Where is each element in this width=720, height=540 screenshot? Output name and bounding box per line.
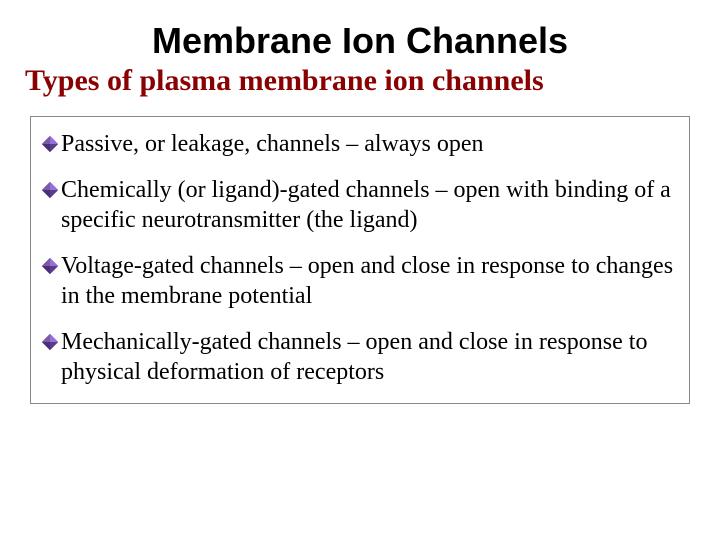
list-item: Chemically (or ligand)-gated channels – …: [41, 175, 679, 235]
bullet-text: Voltage-gated channels – open and close …: [61, 251, 679, 311]
list-item: Mechanically-gated channels – open and c…: [41, 327, 679, 387]
sub-title: Types of plasma membrane ion channels: [25, 64, 690, 98]
diamond-bullet-icon: [41, 333, 59, 351]
bullet-text: Mechanically-gated channels – open and c…: [61, 327, 679, 387]
diamond-bullet-icon: [41, 181, 59, 199]
diamond-bullet-icon: [41, 257, 59, 275]
bullet-text: Chemically (or ligand)-gated channels – …: [61, 175, 679, 235]
bullet-text: Passive, or leakage, channels – always o…: [61, 129, 679, 159]
main-title: Membrane Ion Channels: [30, 20, 690, 62]
list-item: Voltage-gated channels – open and close …: [41, 251, 679, 311]
diamond-bullet-icon: [41, 135, 59, 153]
slide-container: Membrane Ion Channels Types of plasma me…: [0, 0, 720, 540]
list-item: Passive, or leakage, channels – always o…: [41, 129, 679, 159]
content-box: Passive, or leakage, channels – always o…: [30, 116, 690, 404]
